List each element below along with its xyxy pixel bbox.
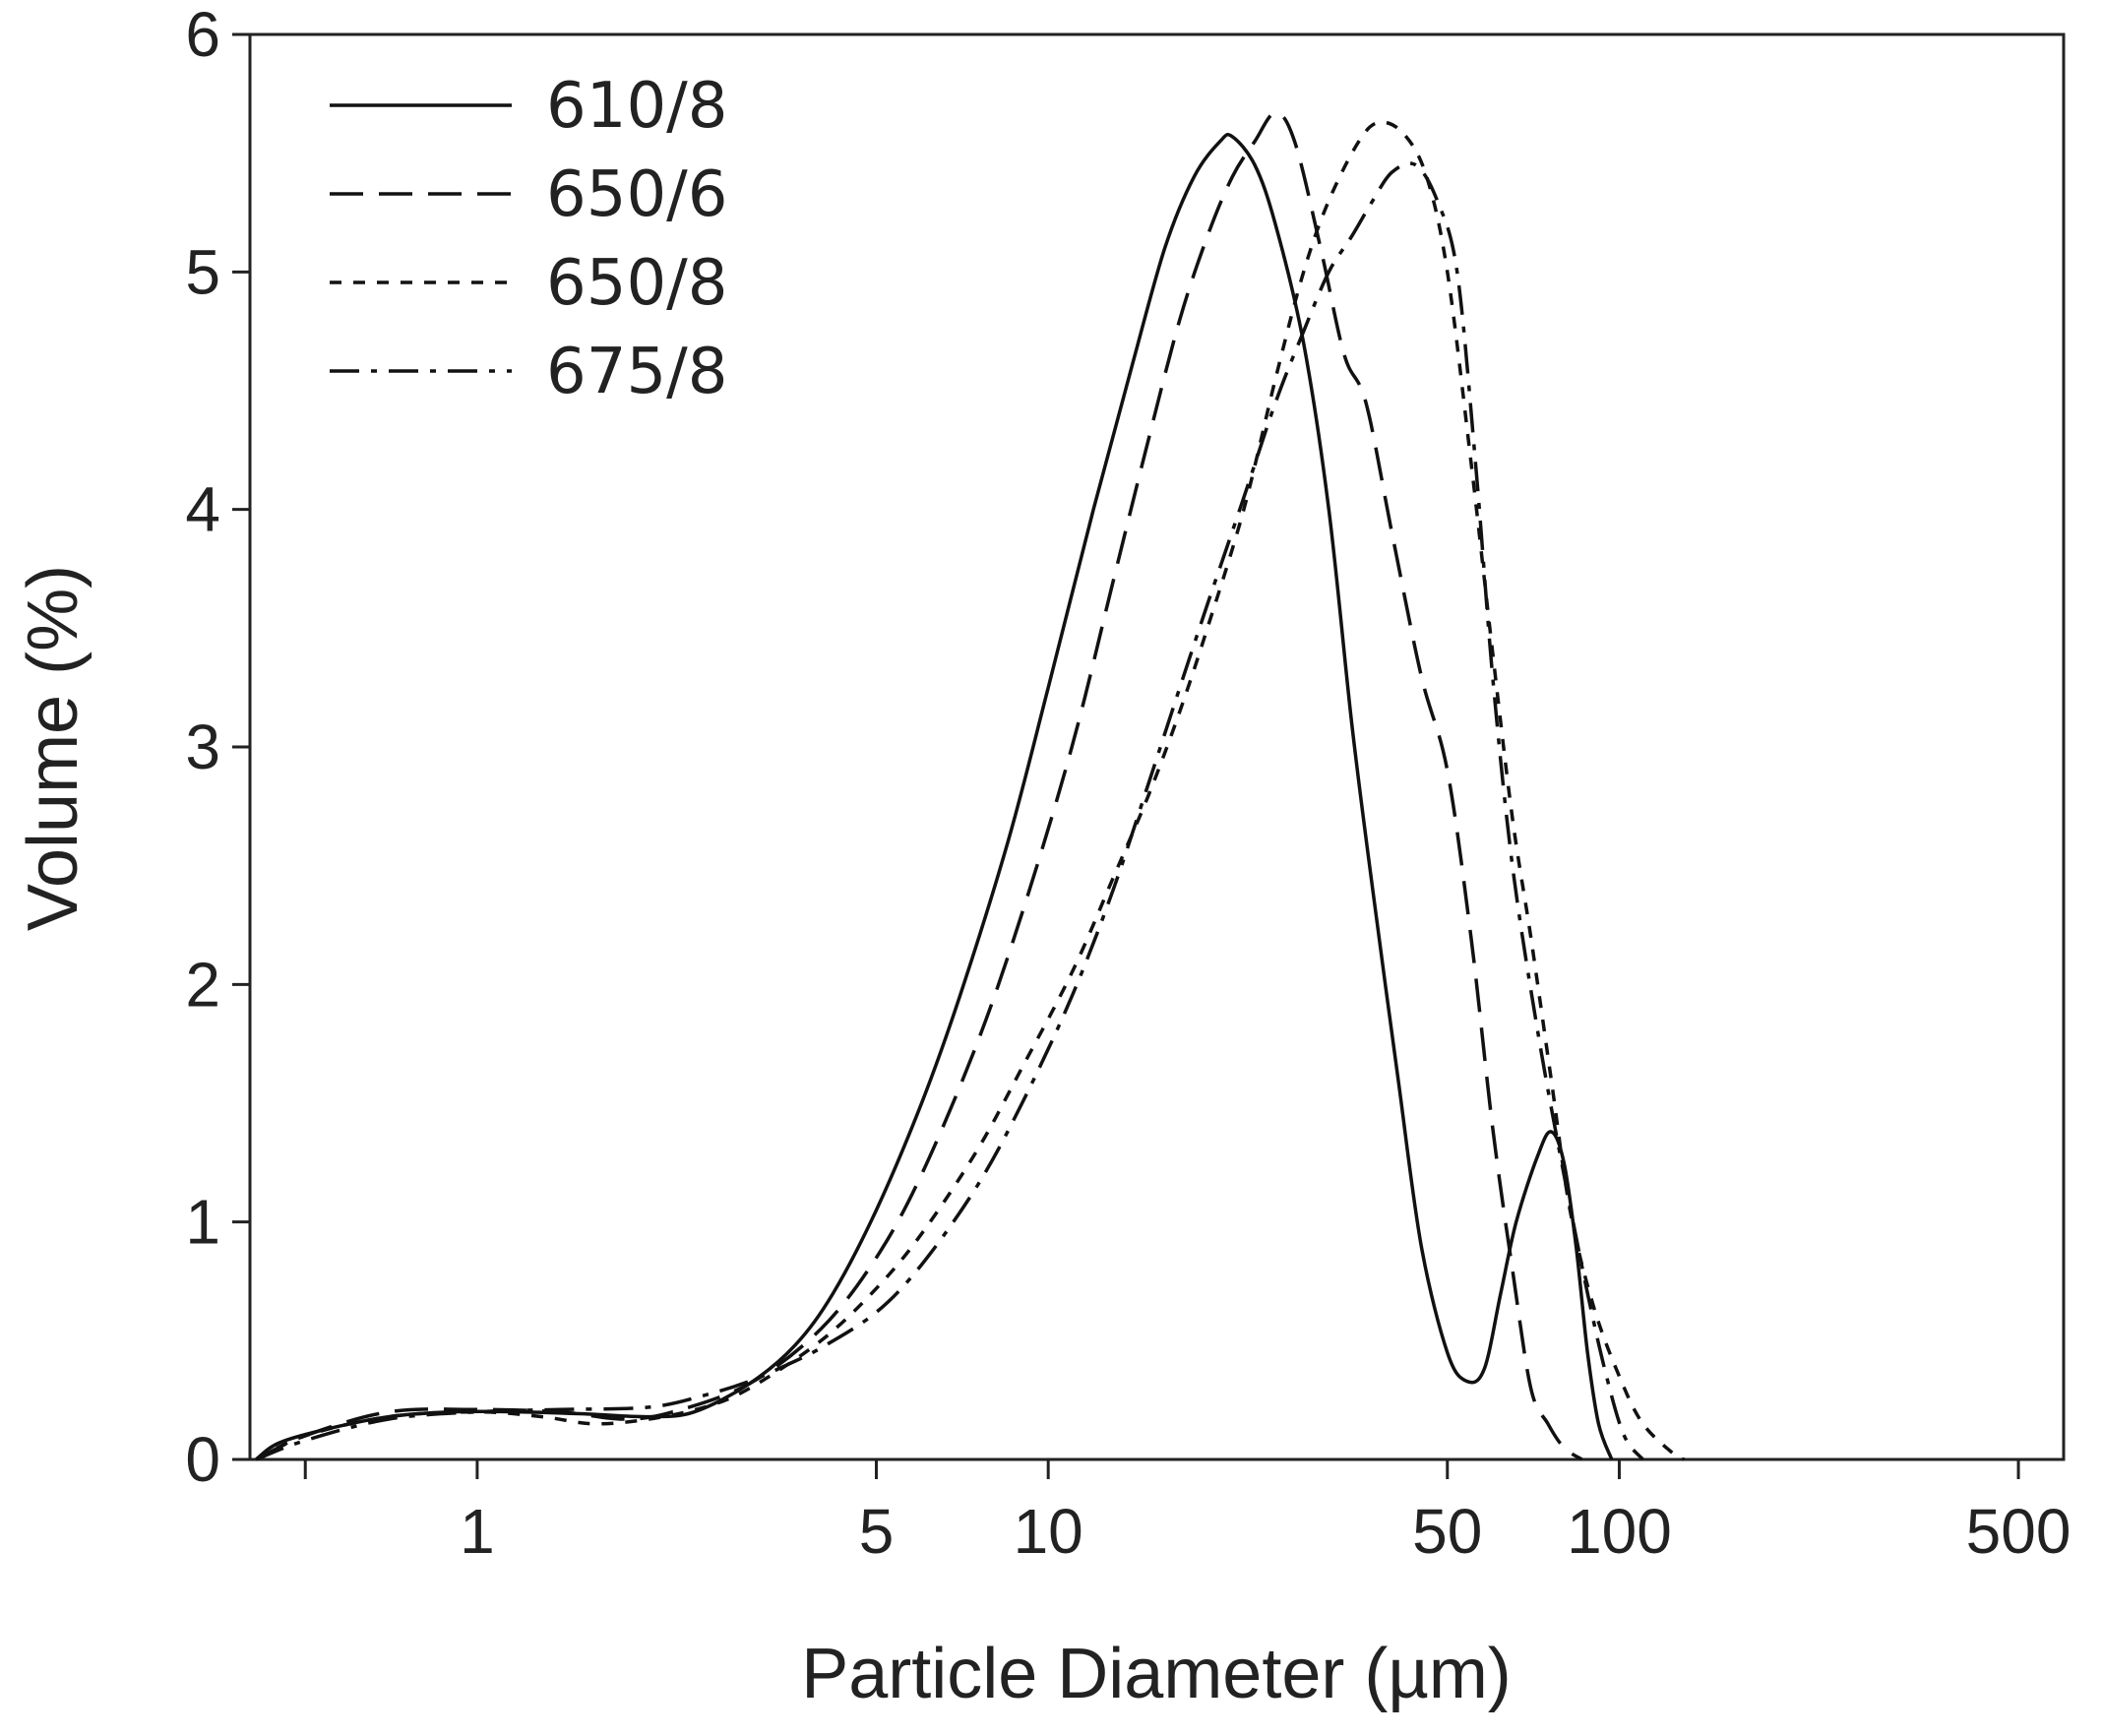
- legend-label: 610/8: [546, 70, 727, 143]
- y-tick-label: 1: [185, 1187, 220, 1258]
- series-line-675-8: [255, 161, 1644, 1461]
- series-line-610-8: [255, 133, 1614, 1461]
- x-tick-label: 10: [1014, 1496, 1083, 1567]
- y-tick-label: 6: [185, 0, 220, 70]
- x-tick-label: 50: [1412, 1496, 1482, 1567]
- series-line-650-8: [255, 120, 1686, 1461]
- y-tick-label: 5: [185, 236, 220, 307]
- y-tick-label: 0: [185, 1424, 220, 1495]
- plot-frame: [248, 32, 2066, 1461]
- x-tick-label: 5: [859, 1496, 895, 1567]
- x-axis-title: Particle Diameter (µm): [801, 1635, 1512, 1713]
- legend: 610/8 650/6 650/8 675/8: [330, 70, 727, 408]
- series-lines: [255, 110, 1686, 1461]
- y-tick-label: 3: [185, 712, 220, 782]
- y-tick-label: 2: [185, 949, 220, 1020]
- x-axis-ticks: 1 5 10 50 100 500: [303, 1459, 2071, 1567]
- x-tick-label: 1: [460, 1496, 495, 1567]
- legend-label: 650/8: [546, 247, 727, 320]
- legend-label: 650/6: [546, 158, 727, 231]
- y-axis-ticks: 0 1 2 3 4 5 6: [185, 0, 250, 1495]
- y-tick-label: 4: [185, 474, 220, 545]
- legend-label: 675/8: [546, 336, 727, 408]
- y-axis-title: Volume (%): [14, 565, 93, 931]
- x-tick-label: 500: [1966, 1496, 2071, 1567]
- x-tick-label: 100: [1567, 1496, 1672, 1567]
- series-line-650-6: [255, 110, 1583, 1461]
